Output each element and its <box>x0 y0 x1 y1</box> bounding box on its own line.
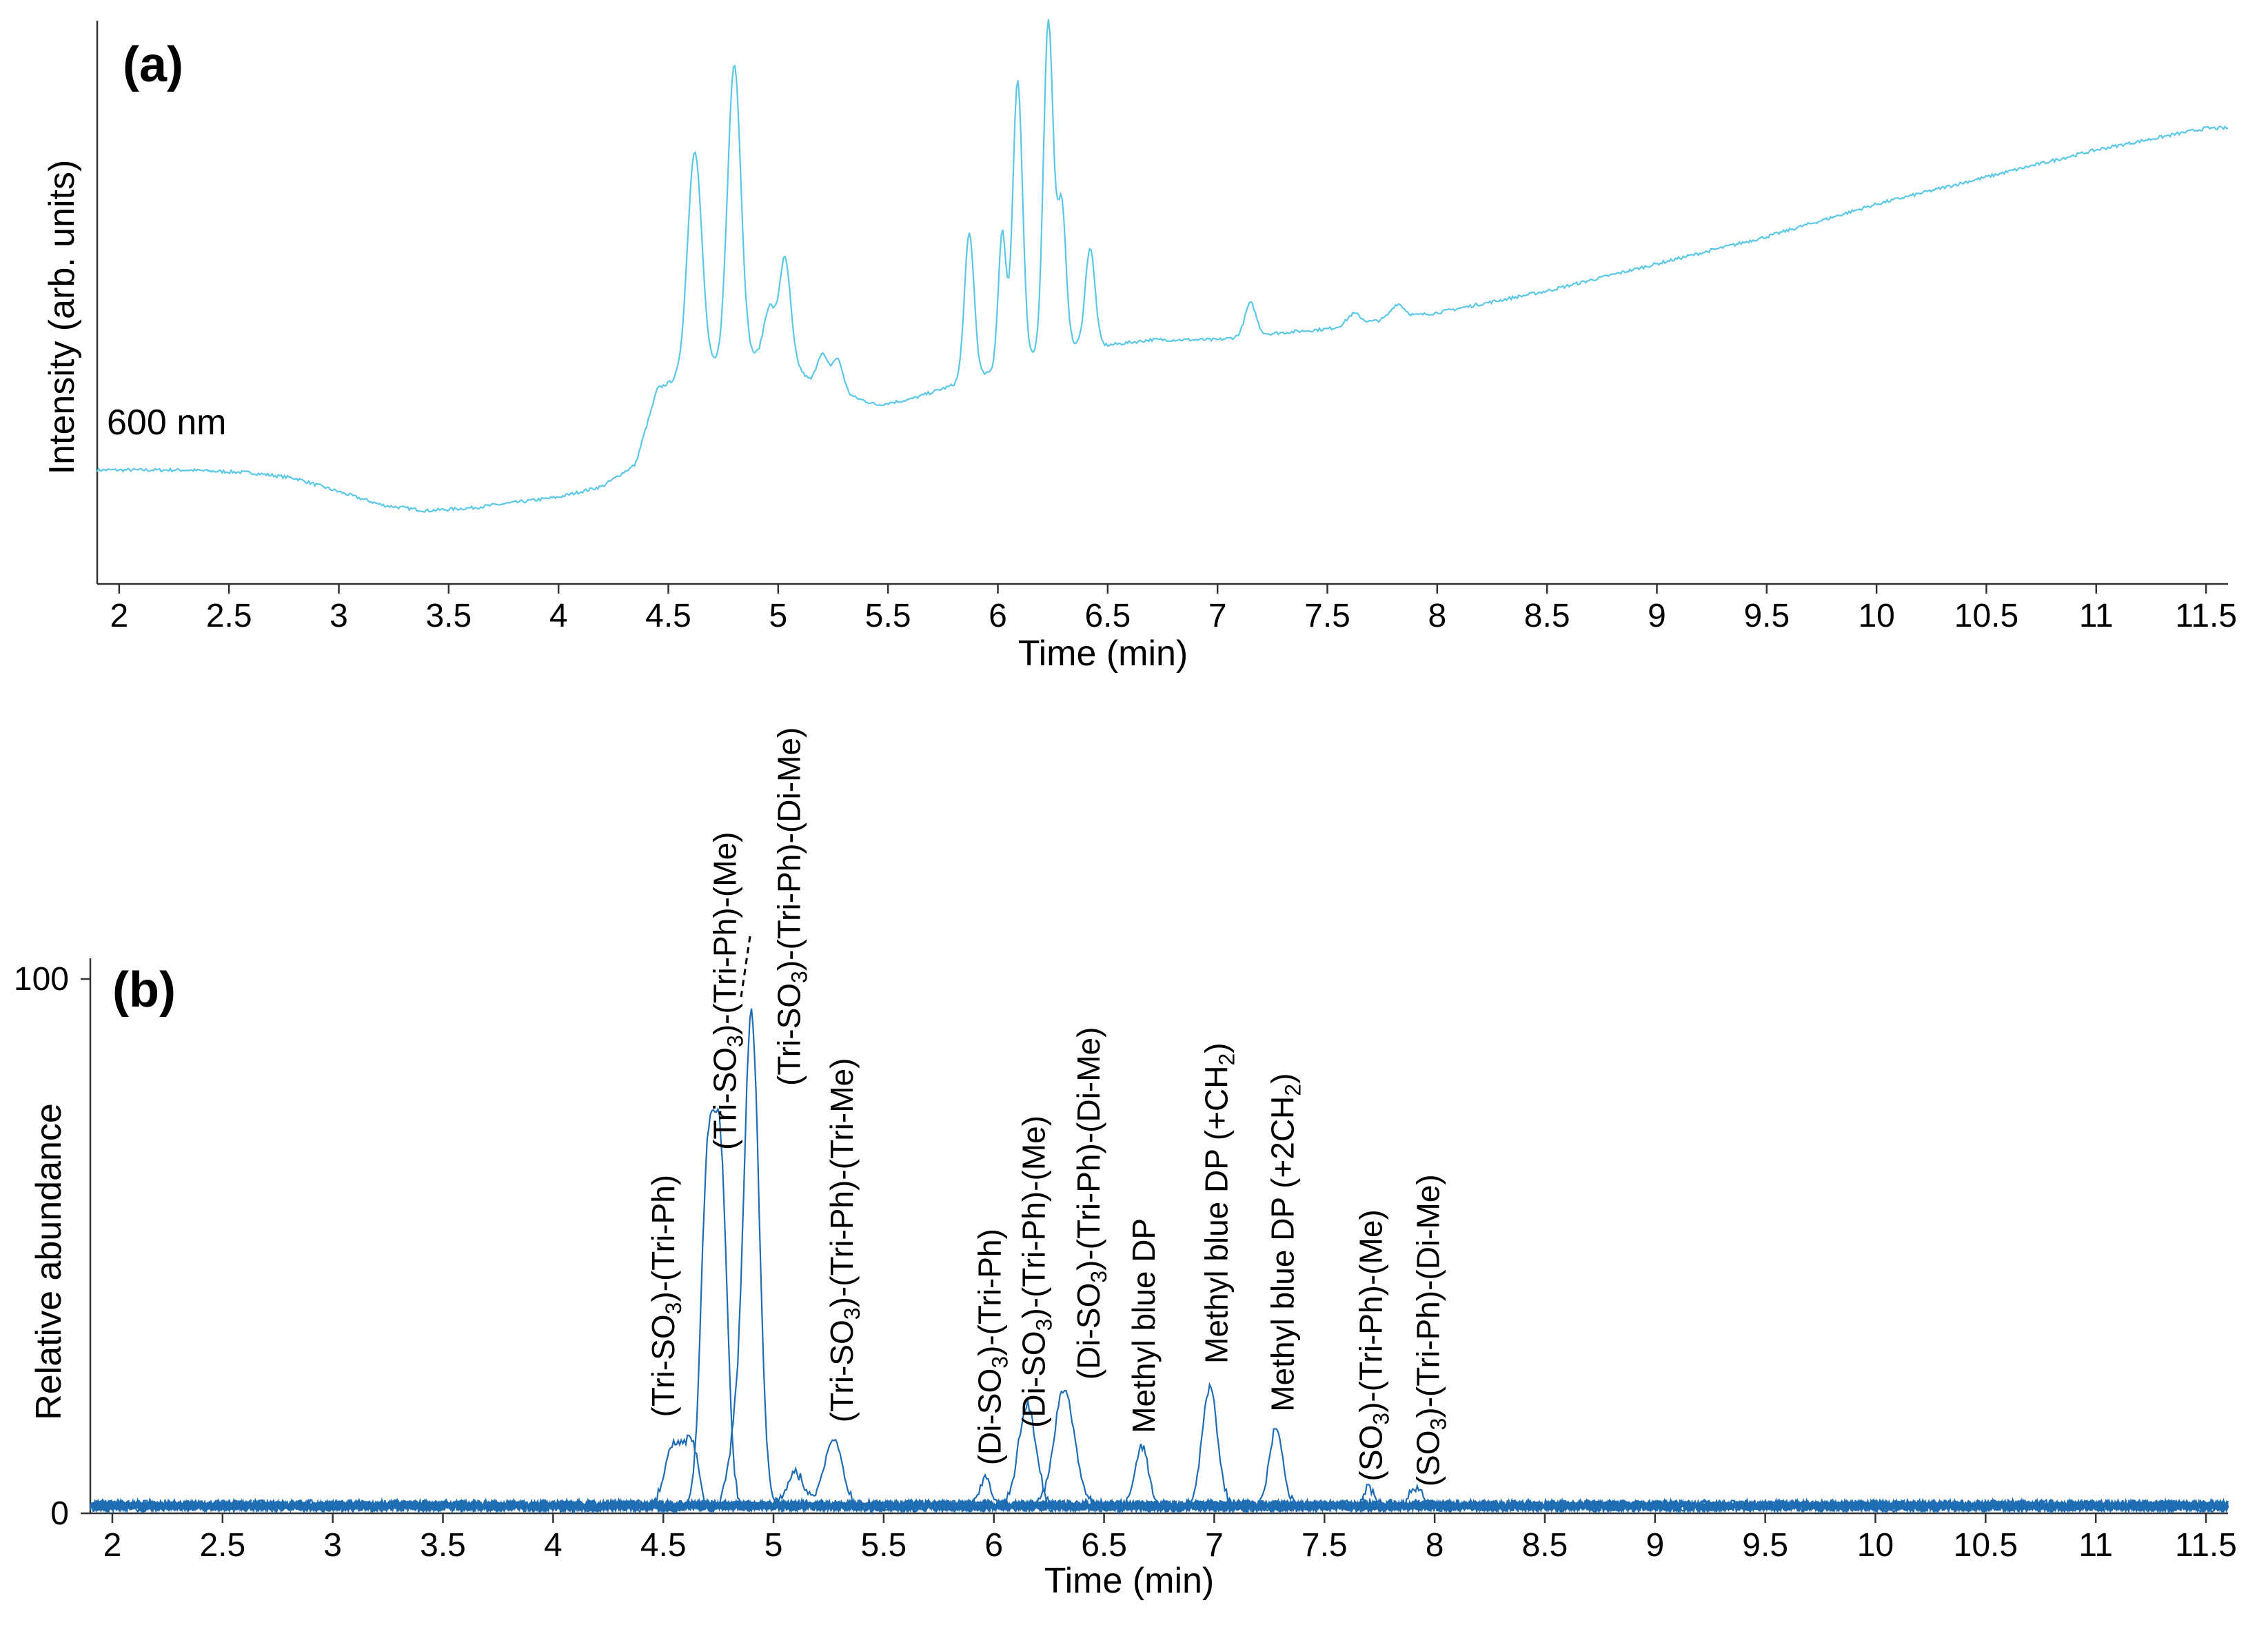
series-line-11 <box>90 1483 2229 1515</box>
x-tick-label: 2.5 <box>206 598 252 634</box>
x-tick-label: 10.5 <box>1954 1527 2018 1564</box>
x-tick-label: 7.5 <box>1302 1527 1348 1564</box>
peak-label: (Di-SO3)-(Tri-Ph)-(Di-Me) <box>1071 1027 1111 1380</box>
x-tick-label: 6 <box>984 1527 1003 1564</box>
peak-label: (SO3)-(Tri-Ph)-(Di-Me) <box>1410 1174 1451 1486</box>
peak-label: (Di-SO3)-(Tri-Ph) <box>971 1229 1012 1465</box>
y-tick-label: 0 <box>50 1495 69 1532</box>
panel-a-uv-chromatogram: (a) Intensity (arb. units) 600 nm Time (… <box>42 19 2237 674</box>
x-tick-label: 3 <box>330 598 348 634</box>
panel-b-x-axis-title: Time (min) <box>1044 1561 1215 1601</box>
panel-b-y-ticks: 0 100 <box>14 961 90 1532</box>
x-tick-label: 4.5 <box>645 598 691 634</box>
panel-b-y-axis-title: Relative abundance <box>29 1103 69 1420</box>
x-tick-label: 5 <box>769 598 787 634</box>
x-tick-label: 2 <box>110 598 129 634</box>
peak-label: (Tri-SO3)-(Tri-Ph) <box>645 1175 686 1417</box>
panel-a-x-ticks: 2 2.5 3 3.5 4 4.5 5 5.5 6 6.5 7 7.5 8 8.5 9 9.5 10 10.5 11… <box>110 584 2237 634</box>
panel-b-x-ticks: 2 2.5 3 3.5 4 4.5 5 5.5 6 6.5 7 7.5 8 8.5 9 9.5 10 10.5 11… <box>103 1513 2237 1564</box>
x-tick-label: 5 <box>765 1527 783 1564</box>
peak-label: (Di-SO3)-(Tri-Ph)-(Me) <box>1015 1116 1056 1428</box>
x-tick-label: 11.5 <box>2175 1527 2237 1564</box>
panel-a-trace-annotation: 600 nm <box>107 403 226 443</box>
x-tick-label: 7 <box>1205 1527 1224 1564</box>
panel-a-x-axis-title: Time (min) <box>1018 634 1188 674</box>
x-tick-label: 7.5 <box>1304 598 1350 634</box>
panel-a-y-axis-title: Intensity (arb. units) <box>42 160 82 475</box>
peak-label: Methyl blue DP (+CH2) <box>1199 1042 1239 1364</box>
x-tick-label: 3.5 <box>425 598 472 634</box>
x-tick-label: 9 <box>1646 1527 1664 1564</box>
x-tick-label: 11 <box>2078 1527 2113 1564</box>
x-tick-label: 6 <box>989 598 1007 634</box>
peak-label: Methyl blue DP <box>1126 1218 1162 1433</box>
x-tick-label: 4.5 <box>640 1527 687 1564</box>
x-tick-label: 8.5 <box>1522 1527 1568 1564</box>
peak-label: (Tri-SO3)-(Tri-Ph)-(Me) <box>707 832 748 1150</box>
x-tick-label: 10 <box>1857 1527 1894 1564</box>
y-tick-label: 100 <box>14 961 69 998</box>
x-tick-label: 2 <box>103 1527 122 1564</box>
peak-label: (SO3)-(Tri-Ph)-(Me) <box>1353 1209 1393 1481</box>
x-tick-label: 3.5 <box>420 1527 466 1564</box>
x-tick-label: 6.5 <box>1084 598 1131 634</box>
x-tick-label: 7 <box>1208 598 1227 634</box>
x-tick-label: 5.5 <box>861 1527 907 1564</box>
panel-a-traces <box>97 19 2229 513</box>
panel-b-traces <box>89 1008 2229 1515</box>
x-tick-label: 8 <box>1428 598 1446 634</box>
x-tick-label: 6.5 <box>1081 1527 1127 1564</box>
x-tick-label: 8 <box>1426 1527 1444 1564</box>
peak-label: (Tri-SO3)-(Tri-Ph)-(Di-Me) <box>771 727 811 1086</box>
peak-label: Methyl blue DP (+2CH2) <box>1265 1073 1306 1412</box>
x-tick-label: 3 <box>323 1527 342 1564</box>
x-tick-label: 11 <box>2079 598 2114 634</box>
x-tick-label: 4 <box>544 1527 563 1564</box>
x-tick-label: 8.5 <box>1524 598 1570 634</box>
x-tick-label: 9.5 <box>1743 598 1790 634</box>
panel-b-ms-chromatograms: (b) Relative abundance Time (min) 0 100 2… <box>14 727 2237 1601</box>
x-tick-label: 2.5 <box>199 1527 245 1564</box>
panel-a-label: (a) <box>123 37 183 92</box>
series-line-0 <box>97 19 2229 513</box>
peak-label: (Tri-SO3)-(Tri-Ph)-(Tri-Me) <box>824 1058 864 1423</box>
x-tick-label: 5.5 <box>865 598 911 634</box>
x-tick-label: 9 <box>1648 598 1666 634</box>
x-tick-label: 10 <box>1858 598 1894 634</box>
x-tick-label: 9.5 <box>1742 1527 1788 1564</box>
panel-b-peak-labels: (Tri-SO3)-(Tri-Ph) (Tri-SO3)-(Tri-Ph)-(Me… <box>645 727 1450 1487</box>
x-tick-label: 4 <box>549 598 568 634</box>
panel-b-label: (b) <box>112 962 176 1018</box>
x-tick-label: 10.5 <box>1954 598 2018 634</box>
x-tick-label: 11.5 <box>2175 598 2237 634</box>
